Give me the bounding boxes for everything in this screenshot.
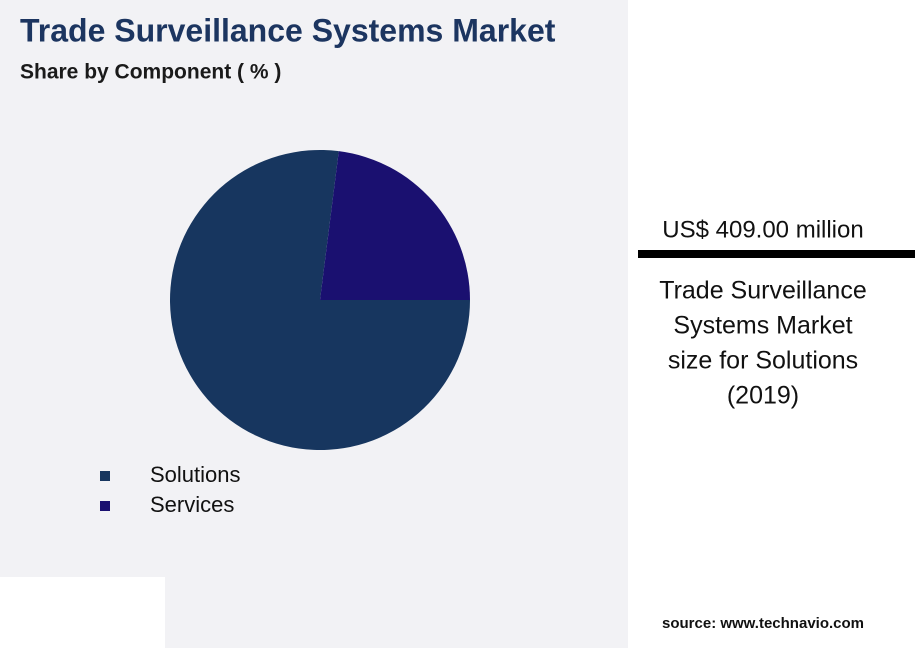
pie-slice xyxy=(320,151,470,300)
highlight-caption: Trade Surveillance xyxy=(659,277,867,305)
legend-label: Services xyxy=(150,492,234,517)
chart-title: Trade Surveillance Systems Market xyxy=(20,12,556,48)
corner-patch xyxy=(0,577,165,648)
legend-swatch xyxy=(100,501,110,511)
chart-subtitle: Share by Component ( % ) xyxy=(20,61,281,84)
source: source: www.technavio.com xyxy=(662,615,864,632)
highlight-caption: Systems Market xyxy=(673,312,852,340)
divider xyxy=(638,250,915,258)
highlight-value: US$ 409.00 million xyxy=(662,216,863,243)
legend-swatch xyxy=(100,471,110,481)
legend-label: Solutions xyxy=(150,462,241,487)
highlight-caption: size for Solutions xyxy=(668,347,858,375)
highlight-caption: (2019) xyxy=(727,382,799,410)
